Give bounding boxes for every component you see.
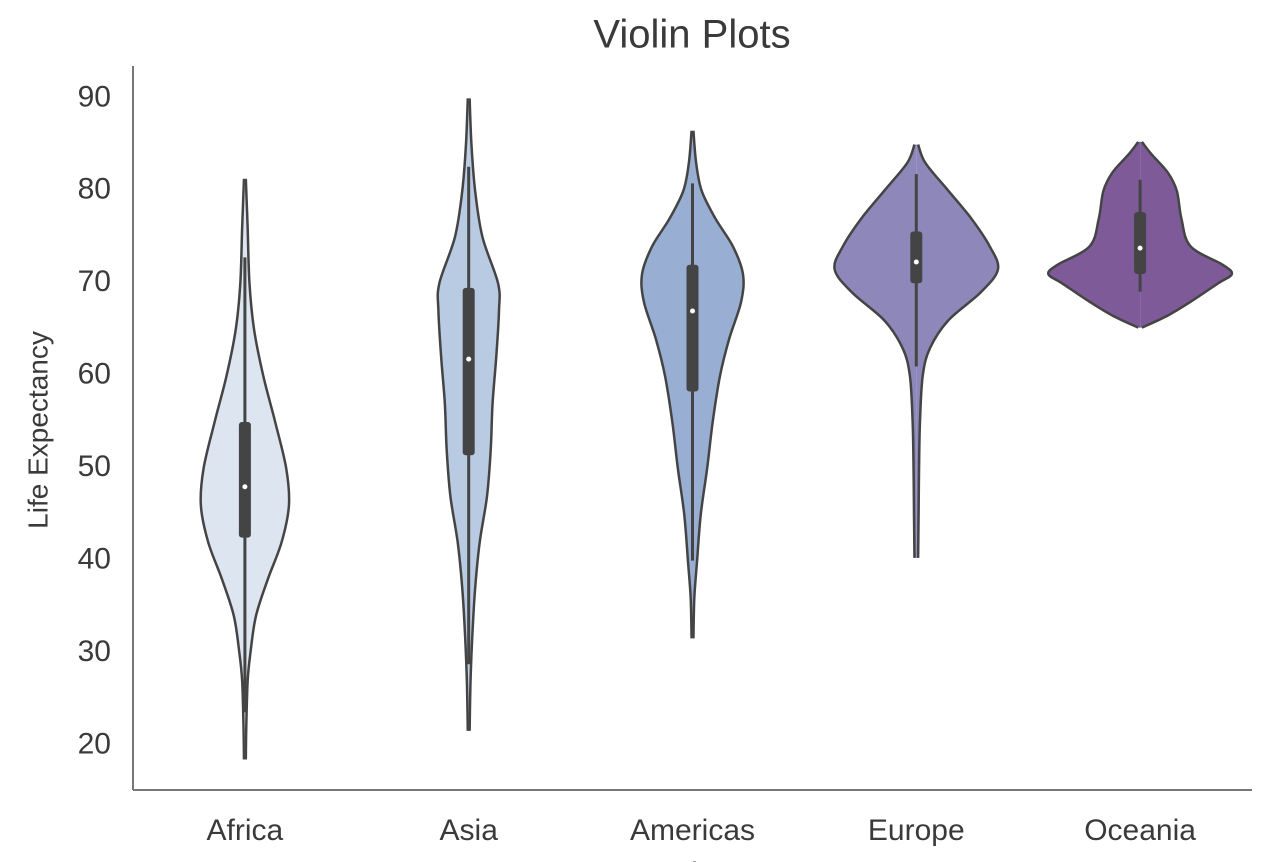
y-tick-label: 90 [78,80,111,113]
y-tick-label: 60 [78,358,111,391]
x-tick-label: Oceania [1084,814,1196,847]
violin-outline [1140,141,1234,329]
violin-body [200,178,245,760]
violin-outline [199,178,246,760]
y-tick-label: 80 [78,173,111,206]
violin-outline [1046,141,1140,329]
y-tick-label: 20 [78,728,111,761]
x-tick-label: Europe [868,814,965,847]
iqr-box [1134,212,1147,275]
iqr-box [462,287,475,456]
violin-body [834,144,917,558]
violin-body [1048,141,1141,328]
y-axis-label: Life Expectancy [22,331,53,529]
iqr-box [686,264,699,392]
median-dot [242,484,248,490]
y-tick-label: 70 [78,265,111,298]
median-dot [690,308,695,314]
violin-outline [692,130,745,639]
median-dot [913,259,919,265]
median-dot [466,356,472,362]
violin-body [437,98,469,731]
y-tick-label: 50 [78,450,111,483]
violin-body [244,178,290,760]
y-tick-label: 40 [78,543,111,576]
x-tick-label: Asia [440,814,499,847]
y-tick-label: 30 [78,635,111,668]
chart-title: Violin Plots [593,13,790,57]
iqr-box [910,231,923,284]
violin-outline [833,144,916,558]
median-dot [1137,245,1143,251]
x-tick-label: Africa [207,814,284,847]
x-axis-label: Continent [628,857,757,862]
violin-body [468,98,500,731]
violin-outline [436,98,470,731]
violin-outline [468,98,501,731]
violin-outline [916,144,1000,558]
iqr-box [238,421,251,538]
x-tick-label: Americas [630,814,755,847]
violin-outline [640,130,693,639]
violin-outline [244,178,291,760]
violin-body [916,144,999,558]
violin-body [1140,141,1232,328]
